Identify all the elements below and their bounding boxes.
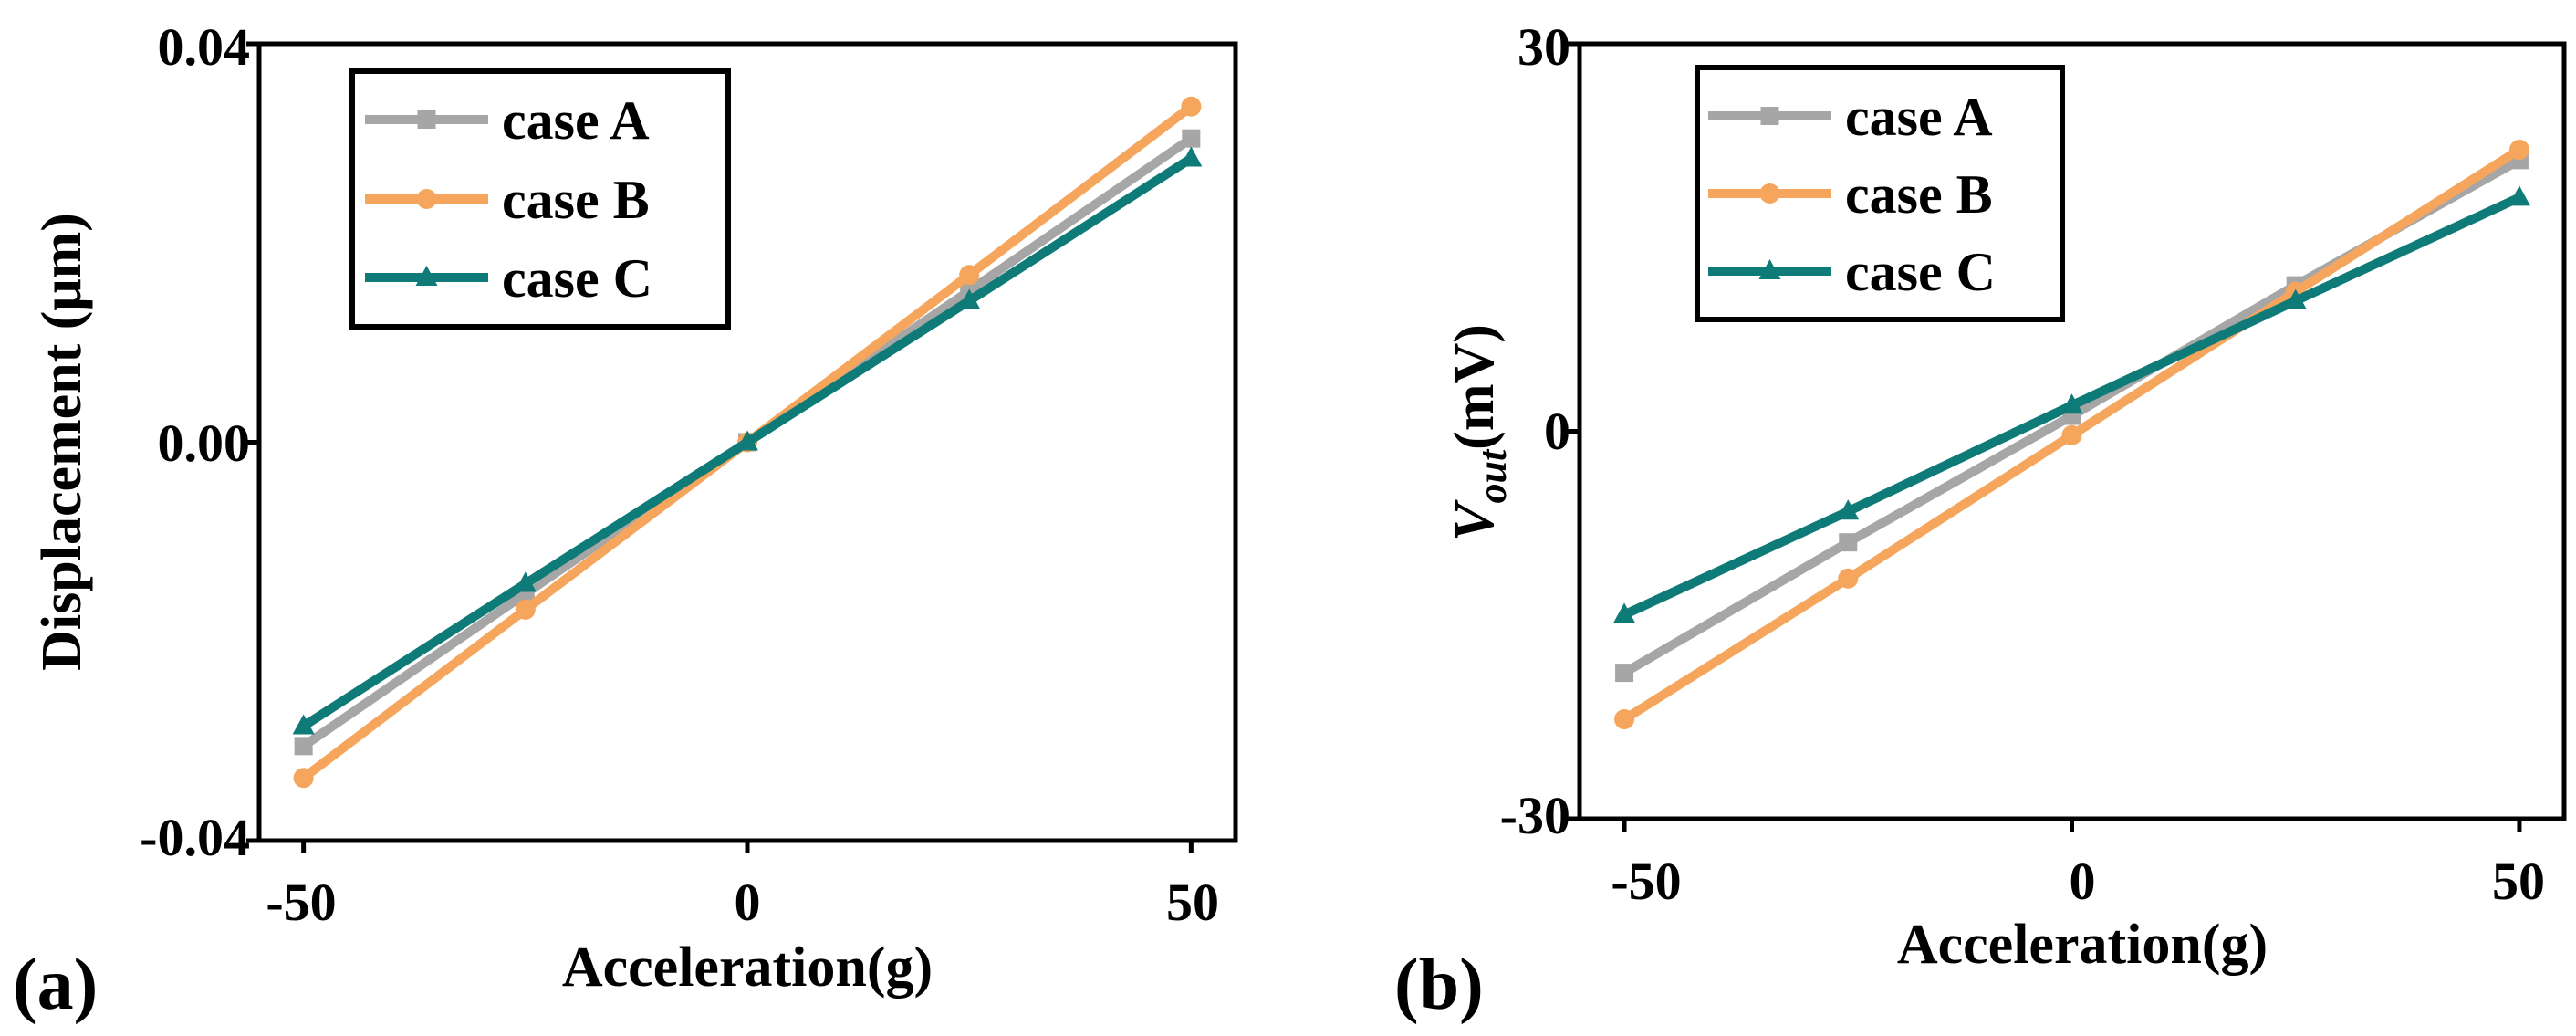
legend-marker xyxy=(1760,107,1779,125)
data-point xyxy=(736,430,758,451)
y-axis-title-main: V xyxy=(1444,499,1506,541)
legend-marker xyxy=(1759,183,1780,204)
legend-marker xyxy=(415,266,438,286)
data-point xyxy=(515,599,536,620)
panel-label: (b) xyxy=(1394,945,1484,1025)
data-point xyxy=(1837,499,1860,520)
y-axis-title: Displacement (μm) xyxy=(31,213,93,671)
data-point xyxy=(1614,709,1635,730)
y-axis-title-sub: out xyxy=(1470,448,1515,503)
legend-marker xyxy=(416,189,437,209)
legend: case A case B case C xyxy=(349,68,731,330)
y-tick-label: 0.04 xyxy=(158,17,251,77)
data-point xyxy=(293,768,314,789)
x-tick-label: -50 xyxy=(266,873,336,932)
x-tick-label: 0 xyxy=(2070,852,2096,911)
legend-label: case A xyxy=(502,90,650,151)
legend: case A case B case C xyxy=(1695,65,2065,322)
legend-marker xyxy=(1758,259,1781,279)
y-tick-label: 30 xyxy=(1517,17,1570,77)
data-point xyxy=(1180,146,1203,167)
axis-ticks xyxy=(1567,41,2522,832)
legend-marker xyxy=(417,110,436,129)
data-point xyxy=(292,714,315,735)
panel-label: (a) xyxy=(13,945,98,1025)
legend-label: case A xyxy=(1845,87,1993,147)
data-point xyxy=(958,288,981,309)
data-point xyxy=(2508,185,2530,206)
data-point xyxy=(1838,568,1859,589)
data-point xyxy=(294,737,313,756)
y-axis-title: Vout(mV) xyxy=(1444,324,1515,541)
data-point xyxy=(2061,424,2082,445)
data-point xyxy=(1181,96,1202,117)
data-point xyxy=(1613,602,1636,623)
data-point xyxy=(959,265,980,286)
legend-label: case C xyxy=(502,248,652,309)
x-tick-label: 50 xyxy=(1166,873,1219,932)
data-point xyxy=(2060,393,2083,414)
x-axis-title: Acceleration(g) xyxy=(562,937,933,999)
data-point xyxy=(1839,533,1858,552)
y-axis-title-unit: (mV) xyxy=(1444,324,1506,450)
y-tick-label: -30 xyxy=(1500,786,1570,845)
y-tick-label: 0 xyxy=(1544,402,1570,461)
chart-panel-a: case A case B case C 0.04 0.00 -0.04 -50 0… xyxy=(13,17,1238,1025)
x-axis-title: Acceleration(g) xyxy=(1897,914,2268,976)
series-layer xyxy=(292,96,1203,789)
data-point xyxy=(2284,288,2307,309)
data-point xyxy=(2508,140,2529,161)
x-tick-label: -50 xyxy=(1611,852,1681,911)
legend-label: case B xyxy=(1845,164,1993,225)
legend-label: case C xyxy=(1845,242,1996,302)
x-tick-label: 50 xyxy=(2492,852,2545,911)
y-tick-label: 0.00 xyxy=(158,413,251,473)
data-point xyxy=(1615,664,1634,683)
data-point xyxy=(514,571,537,592)
y-tick-label: -0.04 xyxy=(140,808,250,867)
axis-ticks xyxy=(246,41,1194,853)
series-layer xyxy=(1613,140,2530,730)
data-point xyxy=(1182,129,1201,148)
legend-label: case B xyxy=(502,170,650,230)
chart-panel-b: case A case B case C 30 0 -30 -50 0 50 Acc… xyxy=(1394,17,2567,1025)
x-tick-label: 0 xyxy=(735,873,761,932)
